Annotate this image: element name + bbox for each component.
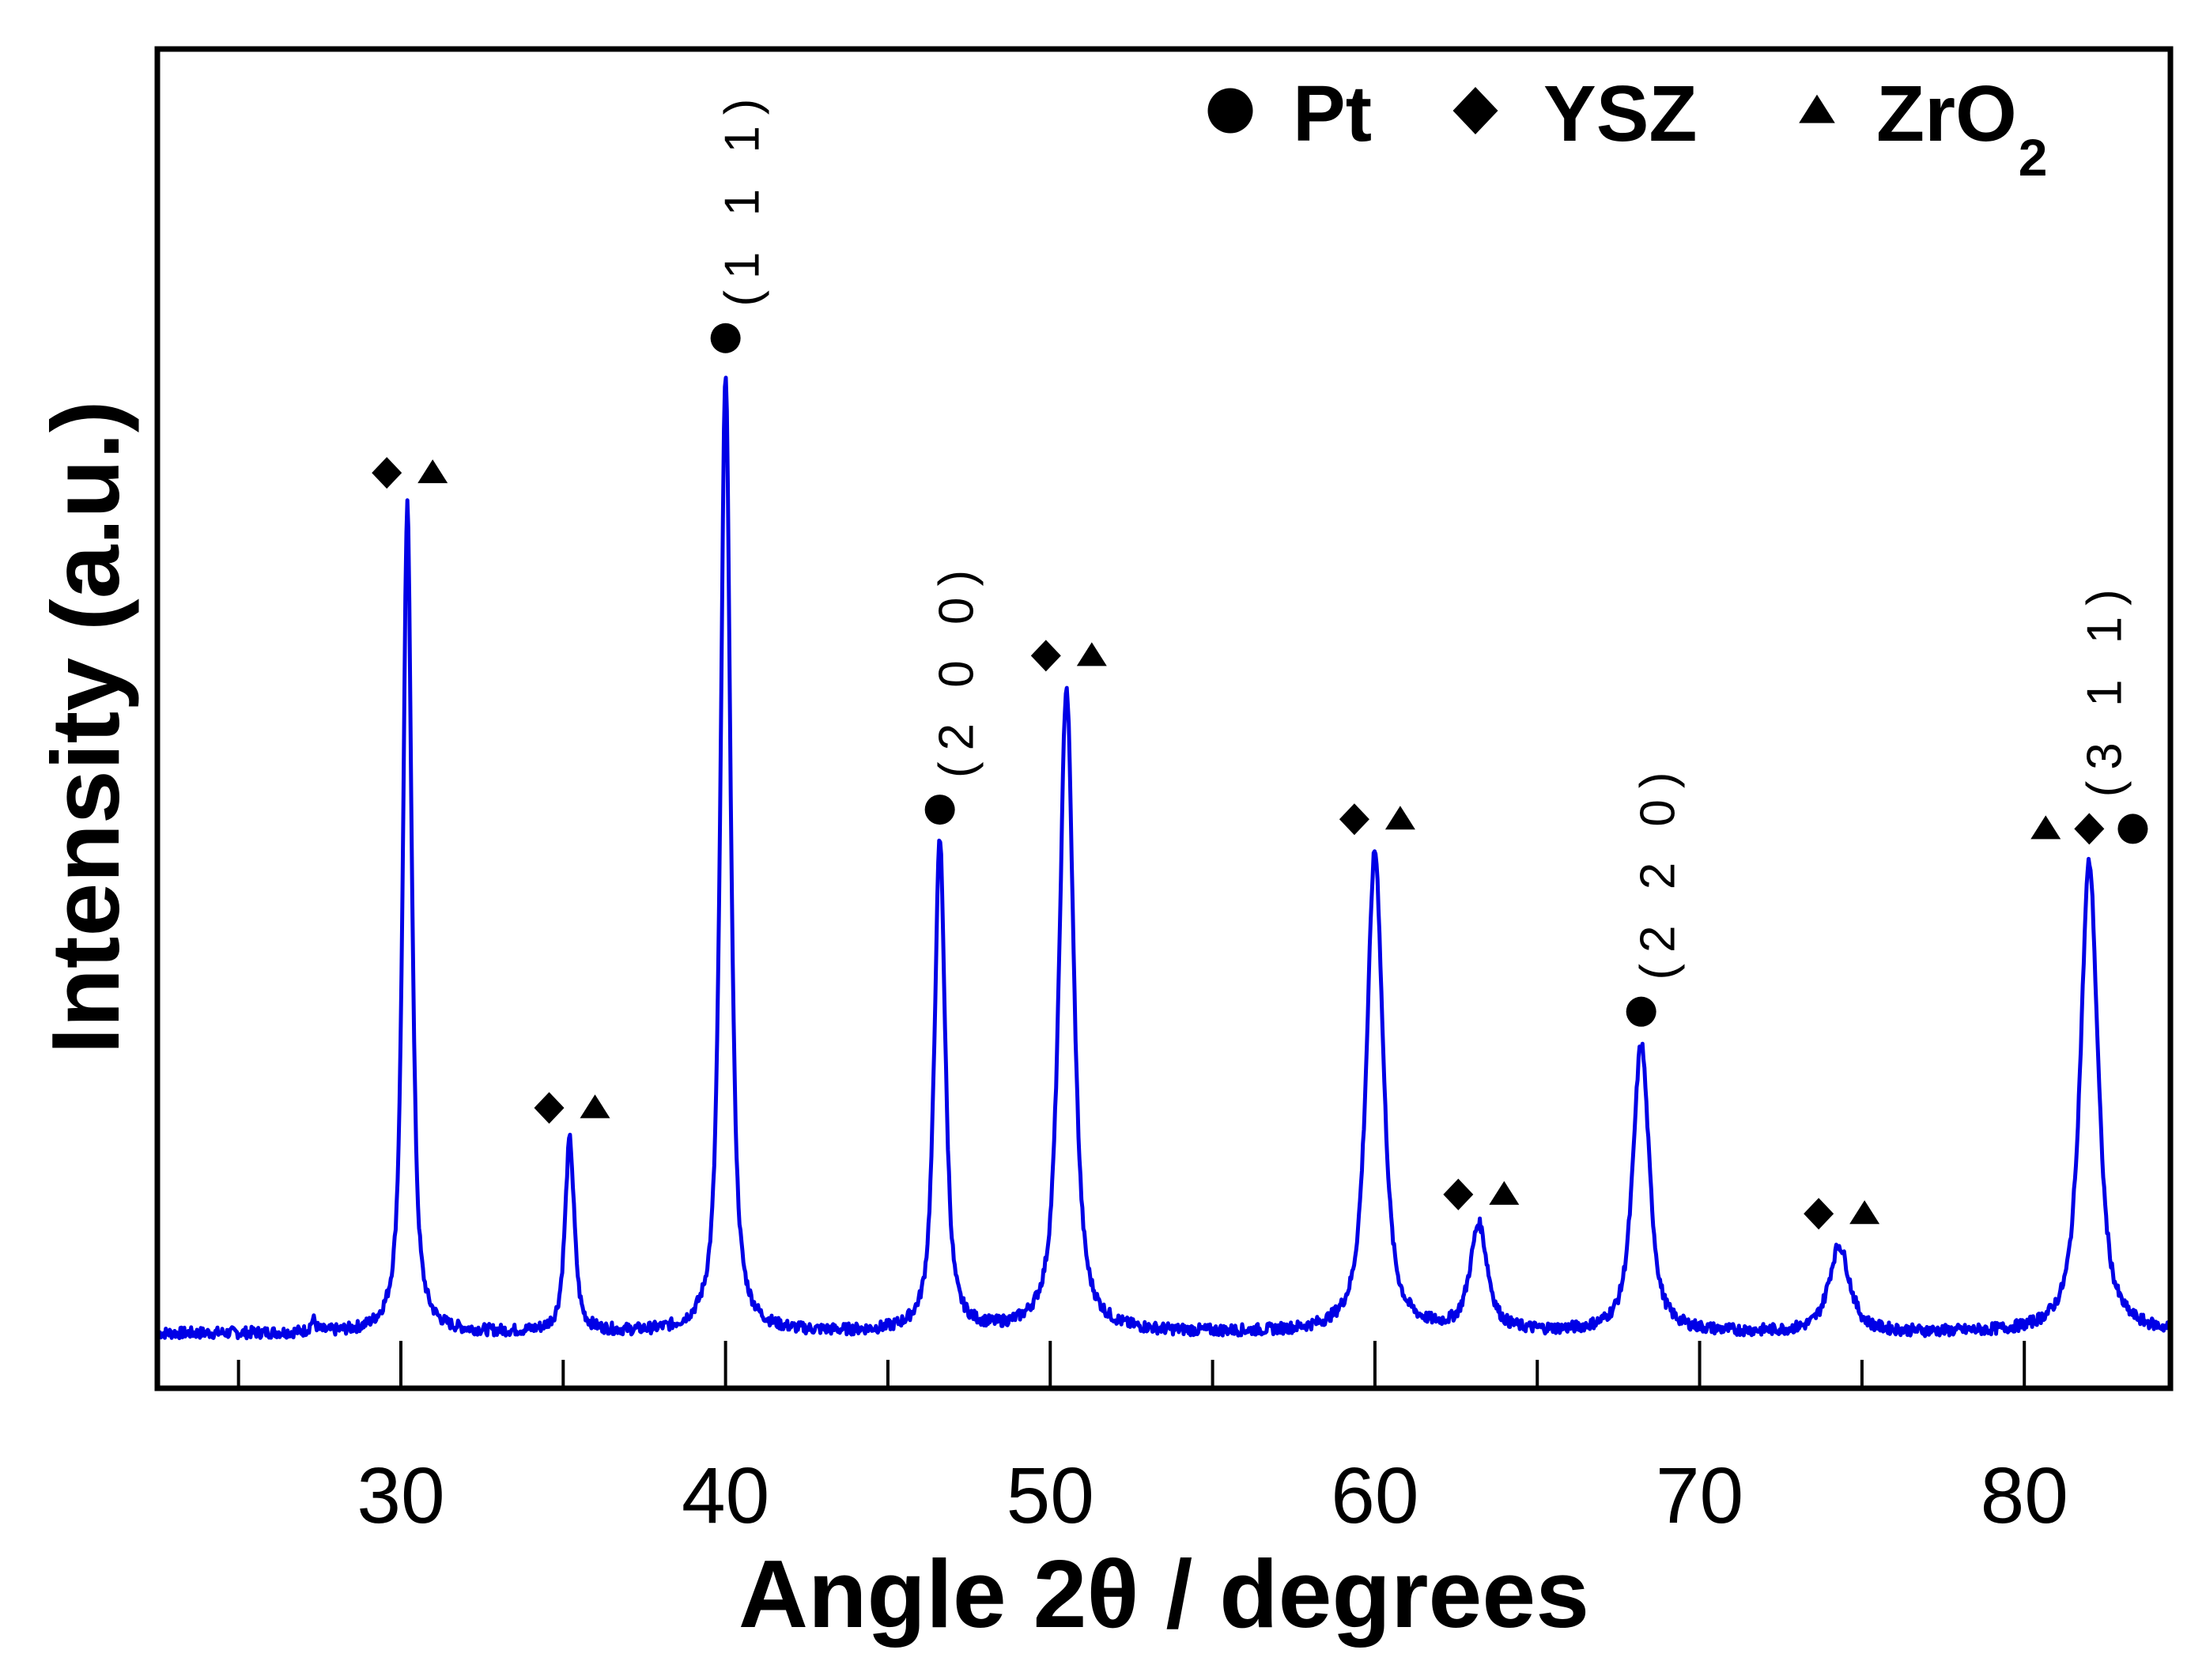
zro2-triangle-icon: [1849, 1200, 1880, 1225]
miller-index-label: (1 1 1): [716, 88, 770, 307]
ysz-diamond-icon: [1339, 803, 1369, 836]
peak-annotation: [1339, 803, 1415, 836]
ysz-diamond-icon: [372, 457, 402, 489]
plot-frame: [154, 46, 2174, 1391]
ysz-diamond-icon: [534, 1092, 565, 1124]
legend-label: ZrO: [1876, 70, 2017, 158]
peak-annotation: [1030, 640, 1107, 672]
peak-markers: (1 1 1) (2 0 0) (2 2 0) (3 1 1): [372, 88, 2148, 1230]
peak-annotation: (1 1 1): [710, 88, 770, 353]
x-tick-label: 60: [1331, 1452, 1418, 1540]
legend-label: Pt: [1293, 70, 1372, 158]
zro2-triangle-icon: [1489, 1180, 1520, 1205]
miller-index-label: (3 1 1): [2077, 578, 2132, 797]
ysz-diamond-icon: [2074, 813, 2105, 845]
x-axis-ticks: 30 40 50 60 70 80: [236, 1341, 2068, 1540]
x-tick-label: 50: [1007, 1452, 1094, 1540]
x-axis-title: Angle 2θ / degrees: [738, 1540, 1589, 1648]
pt-circle-icon: [710, 323, 741, 353]
peak-annotation: (2 2 0): [1626, 761, 1686, 1027]
ysz-diamond-icon: [1443, 1178, 1474, 1210]
legend: Pt YSZ ZrO 2: [1207, 70, 2048, 187]
y-axis-title: Intensity (a.u.): [32, 401, 139, 1055]
zro2-triangle-icon: [580, 1094, 610, 1119]
legend-item-zro: ZrO 2: [1799, 70, 2048, 187]
legend-item-pt: Pt: [1207, 70, 1372, 158]
ysz-diamond-icon: [1030, 640, 1061, 672]
peak-annotation: (2 0 0): [924, 559, 984, 825]
x-tick-label: 80: [1981, 1452, 2068, 1540]
miller-index-label: (2 2 0): [1631, 761, 1686, 980]
peak-annotation: [534, 1092, 610, 1124]
x-tick-label: 70: [1656, 1452, 1743, 1540]
zro2-triangle-icon: [1799, 94, 1835, 123]
peak-annotation: [1443, 1178, 1520, 1210]
ysz-diamond-icon: [1452, 87, 1498, 134]
x-tick-label: 40: [682, 1452, 769, 1540]
zro2-triangle-icon: [1384, 806, 1415, 830]
legend-subscript: 2: [2019, 128, 2048, 187]
xrd-spectrum-line: [157, 376, 2170, 1341]
ysz-diamond-icon: [1804, 1198, 1834, 1230]
legend-label: YSZ: [1543, 70, 1697, 158]
miller-index-label: (2 0 0): [930, 559, 984, 778]
pt-circle-icon: [1207, 88, 1253, 134]
peak-annotation: [1804, 1198, 1880, 1230]
zro2-triangle-icon: [1076, 642, 1107, 666]
legend-item-ysz: YSZ: [1452, 70, 1697, 158]
spectrum-line: [157, 376, 2170, 1341]
peak-annotation: [372, 457, 448, 489]
peak-annotation: (3 1 1): [2030, 578, 2148, 845]
zro2-triangle-icon: [417, 459, 448, 484]
pt-circle-icon: [1626, 996, 1656, 1027]
zro2-triangle-icon: [2030, 815, 2061, 840]
pt-circle-icon: [924, 795, 955, 825]
x-tick-label: 30: [357, 1452, 444, 1540]
pt-circle-icon: [2117, 814, 2148, 844]
